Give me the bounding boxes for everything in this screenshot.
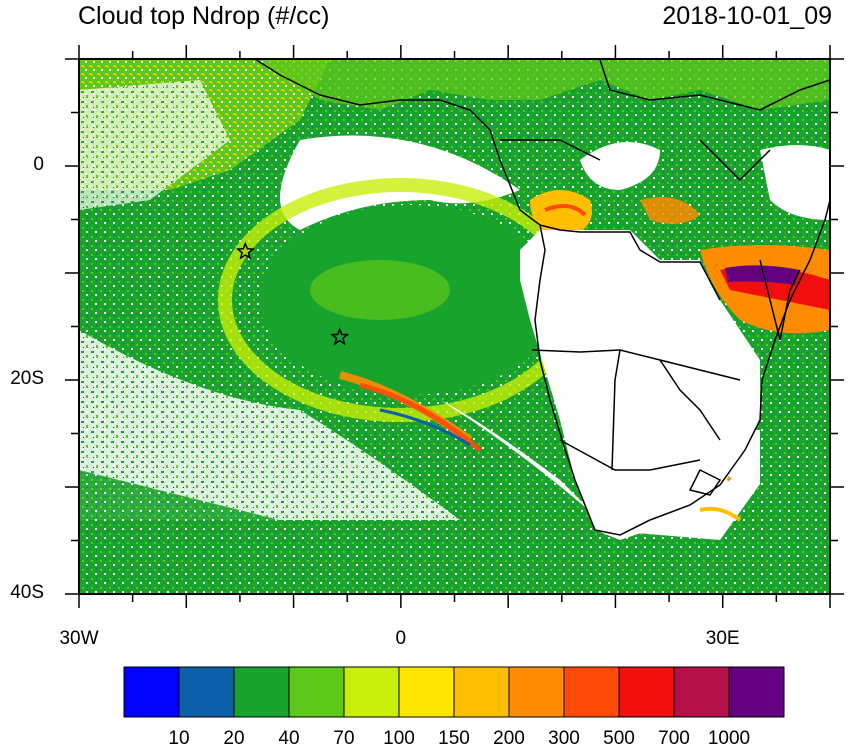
- map-title: Cloud top Ndrop (#/cc): [78, 2, 330, 30]
- colorbar-swatch: [343, 666, 400, 718]
- map-timestamp: 2018-10-01_09: [662, 2, 832, 30]
- star-marker: [235, 241, 255, 260]
- star-marker: [330, 327, 350, 346]
- colorbar-swatch: [563, 666, 620, 718]
- coastlines: [254, 59, 830, 536]
- lon-label: 30E: [705, 628, 740, 649]
- colorbar-label: 20: [223, 728, 245, 749]
- colorbar-label: 150: [438, 728, 470, 749]
- lat-label: 0: [33, 154, 44, 175]
- colorbar-label: 700: [658, 728, 690, 749]
- colorbar-swatch: [673, 666, 730, 718]
- colorbar-label: 500: [603, 728, 635, 749]
- colorbar-swatch: [453, 666, 510, 718]
- colorbar-swatch: [233, 666, 290, 718]
- colorbar-label: 300: [548, 728, 580, 749]
- colorbar-label: 200: [493, 728, 525, 749]
- lat-label: 40S: [10, 582, 44, 603]
- colorbar-swatch: [728, 666, 785, 718]
- colorbar-label: 1000: [707, 728, 751, 749]
- colorbar: [123, 666, 785, 718]
- colorbar-swatch: [123, 666, 180, 718]
- axis-ticks: [65, 45, 844, 608]
- colorbar-swatch: [398, 666, 455, 718]
- colorbar-swatch: [508, 666, 565, 718]
- colorbar-label: 100: [383, 728, 415, 749]
- colorbar-swatch: [288, 666, 345, 718]
- lon-label: 30W: [59, 628, 99, 649]
- colorbar-label: 40: [278, 728, 300, 749]
- marker-layer: [235, 241, 350, 346]
- colorbar-label: 70: [333, 728, 355, 749]
- colorbar-swatch: [178, 666, 235, 718]
- lon-label: 0: [395, 628, 407, 649]
- colorbar-swatch: [618, 666, 675, 718]
- cloud-field: [79, 59, 830, 594]
- colorbar-label: 10: [168, 728, 190, 749]
- lat-label: 20S: [10, 368, 44, 389]
